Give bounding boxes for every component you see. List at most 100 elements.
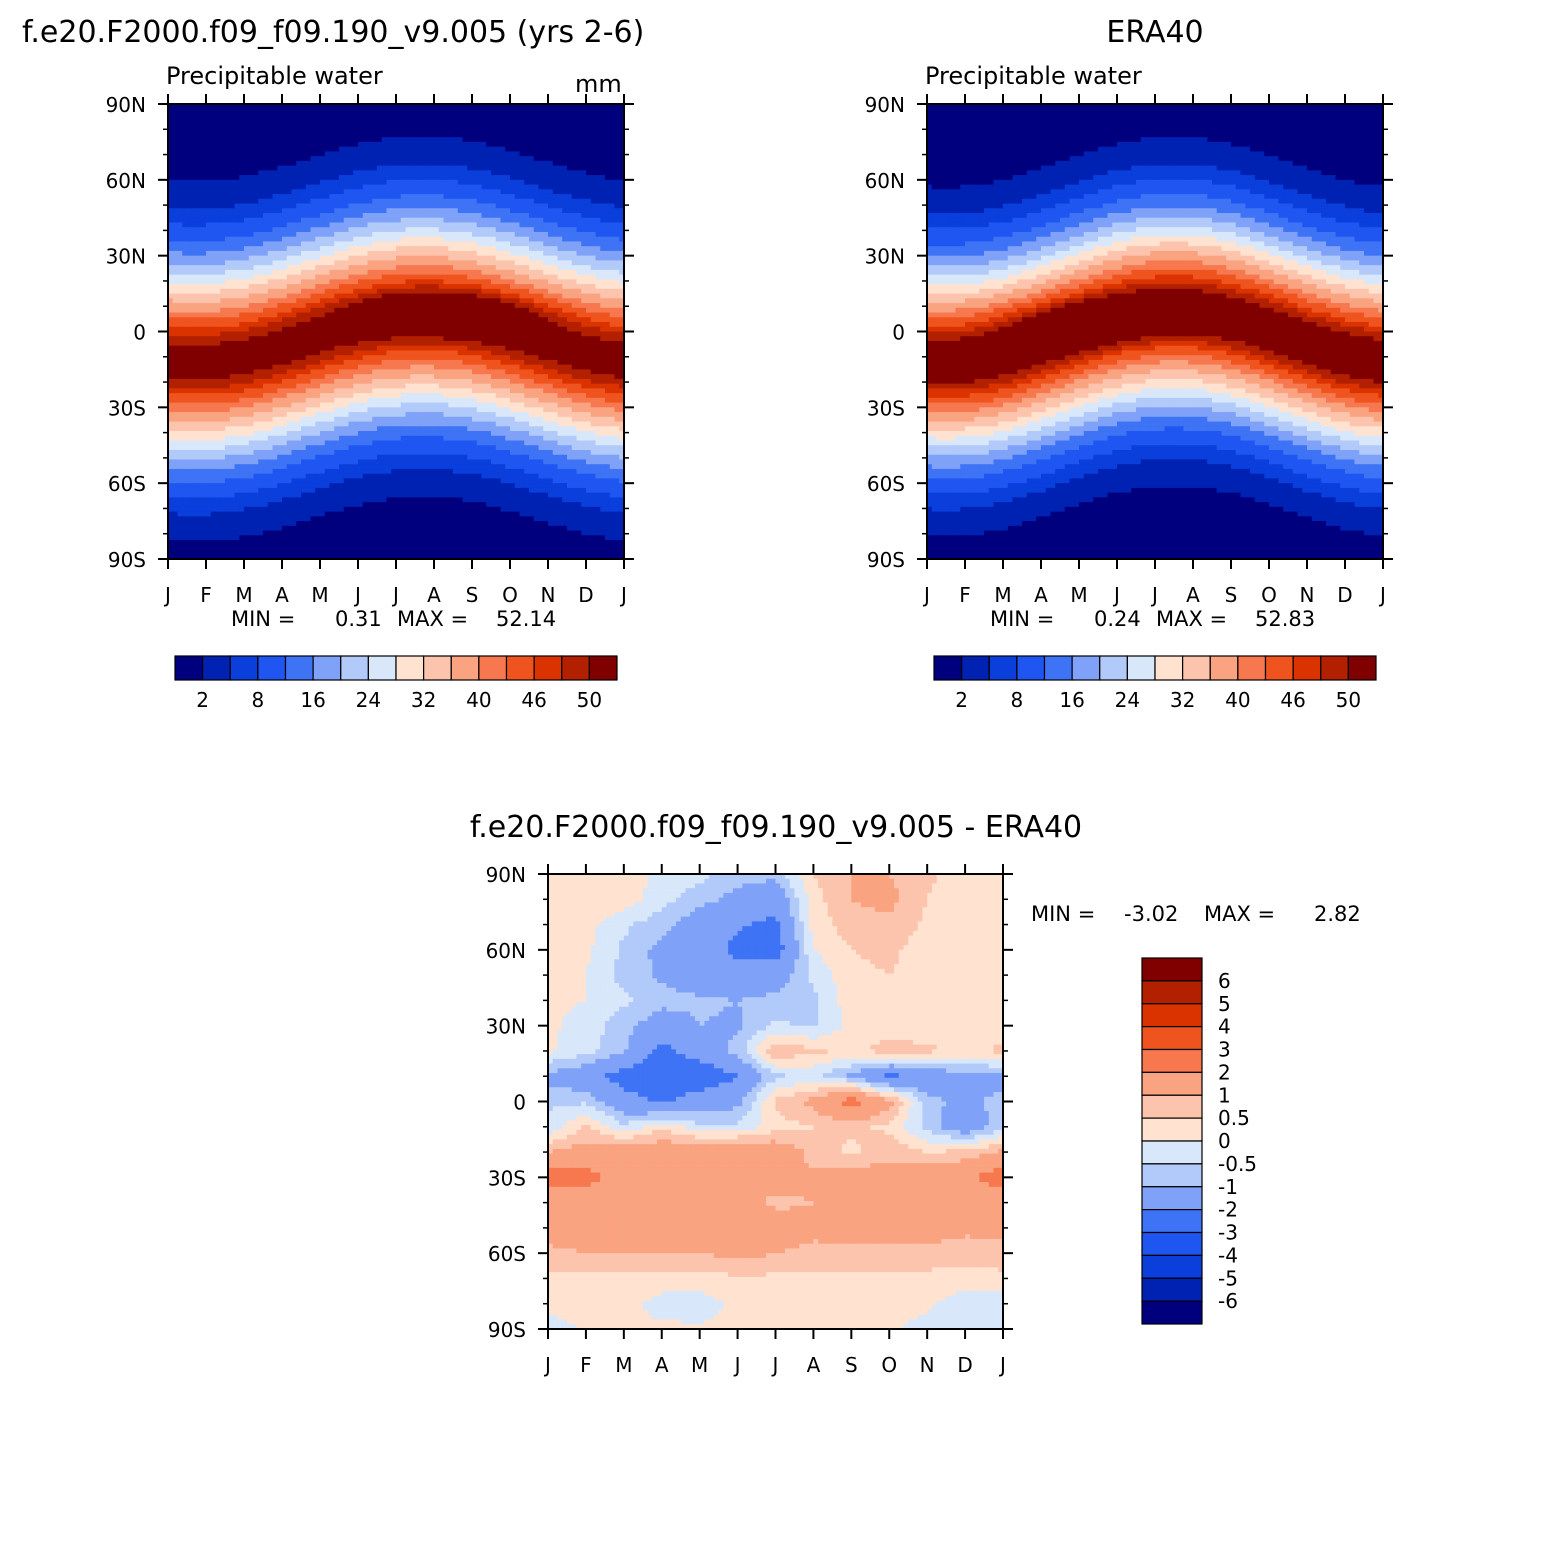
model-field-cell xyxy=(334,303,340,309)
model-field-cell xyxy=(182,241,188,247)
model-field-cell xyxy=(590,227,597,233)
model-field-cell xyxy=(614,345,620,352)
model-field-cell xyxy=(410,170,416,176)
model-field-cell xyxy=(168,298,174,304)
model-field-cell xyxy=(419,269,426,276)
model-field-cell xyxy=(329,293,335,299)
model-field-cell xyxy=(315,189,321,195)
model-field-cell xyxy=(457,194,464,200)
model-field-cell xyxy=(586,340,592,347)
model-field-cell xyxy=(533,175,540,181)
model-field-cell xyxy=(524,132,530,138)
model-field-cell xyxy=(229,236,236,243)
model-field-cell xyxy=(248,175,255,181)
model-field-cell xyxy=(453,217,459,224)
model-field-cell xyxy=(448,284,454,290)
model-field-cell xyxy=(567,274,573,280)
model-field-cell xyxy=(187,113,193,119)
model-field-cell xyxy=(429,288,435,295)
model-field-cell xyxy=(562,250,568,257)
model-field-cell xyxy=(310,326,316,333)
model-field-cell xyxy=(510,151,516,157)
model-field-cell xyxy=(196,146,202,152)
model-field-cell xyxy=(552,108,559,115)
model-field-cell xyxy=(305,189,312,195)
model-field-cell xyxy=(491,151,497,157)
model-field-cell xyxy=(410,160,416,167)
model-field-cell xyxy=(519,203,525,209)
model-field-cell xyxy=(552,260,559,266)
model-field-cell xyxy=(481,326,487,333)
model-field-cell xyxy=(567,213,573,219)
model-field-cell xyxy=(562,122,568,129)
model-field-cell xyxy=(358,274,364,280)
model-field-cell xyxy=(505,288,511,295)
model-field-cell xyxy=(248,241,255,247)
model-field-cell xyxy=(472,236,478,243)
model-field-cell xyxy=(462,156,468,162)
model-field-cell xyxy=(315,165,321,171)
model-field-cell xyxy=(277,146,283,152)
model-field-cell xyxy=(529,250,535,257)
model-field-cell xyxy=(619,189,624,195)
model-field-cell xyxy=(334,298,340,304)
model-field-cell xyxy=(396,160,402,167)
model-field-cell xyxy=(434,231,440,238)
model-field-cell xyxy=(562,184,568,190)
model-field-cell xyxy=(248,331,255,337)
model-field-cell xyxy=(358,108,364,115)
model-field-cell xyxy=(248,345,255,352)
model-field-cell xyxy=(291,160,297,167)
model-field-cell xyxy=(410,227,416,233)
model-field-cell xyxy=(472,322,478,328)
model-field-cell xyxy=(282,189,288,195)
model-field-cell xyxy=(253,255,259,262)
model-field-cell xyxy=(519,317,525,323)
model-field-cell xyxy=(248,298,255,304)
model-field-cell xyxy=(310,317,316,323)
model-field-cell xyxy=(239,113,245,119)
model-field-cell xyxy=(324,179,331,186)
model-field-cell xyxy=(196,284,202,290)
model-field-cell xyxy=(600,265,606,271)
model-field-cell xyxy=(415,118,421,124)
model-field-cell xyxy=(419,336,426,342)
model-field-cell xyxy=(225,198,231,205)
model-field-cell xyxy=(415,156,421,162)
model-field-cell xyxy=(486,326,492,333)
model-field-cell xyxy=(343,113,350,119)
model-field-cell xyxy=(524,208,530,214)
model-field-cell xyxy=(272,269,278,276)
model-field-cell xyxy=(543,184,549,190)
model-field-cell xyxy=(576,217,582,224)
model-field-cell xyxy=(310,198,316,205)
model-field-cell xyxy=(362,170,369,176)
model-field-cell xyxy=(600,146,606,152)
model-field-cell xyxy=(405,288,411,295)
model-field-cell xyxy=(320,108,326,115)
model-field-cell xyxy=(334,137,340,143)
model-field-cell xyxy=(358,127,364,134)
model-field-cell xyxy=(600,312,606,318)
model-field-cell xyxy=(500,189,506,195)
model-field-cell xyxy=(305,274,312,280)
model-field-cell xyxy=(206,336,212,342)
model-field-cell xyxy=(543,132,549,138)
model-field-cell xyxy=(381,255,388,262)
model-field-cell xyxy=(486,260,492,266)
model-field-cell xyxy=(505,113,511,119)
model-field-cell xyxy=(424,340,430,347)
model-field-cell xyxy=(353,246,359,252)
model-field-cell xyxy=(353,236,359,243)
model-field-cell xyxy=(339,118,345,124)
model-field-cell xyxy=(272,260,278,266)
model-field-cell xyxy=(410,326,416,333)
model-field-cell xyxy=(206,118,212,124)
model-field-cell xyxy=(348,336,354,342)
model-field-cell xyxy=(595,104,601,110)
model-field-cell xyxy=(177,241,183,247)
model-field-cell xyxy=(334,160,340,167)
model-field-cell xyxy=(419,227,426,233)
model-field-cell xyxy=(448,345,454,352)
model-field-cell xyxy=(495,194,502,200)
